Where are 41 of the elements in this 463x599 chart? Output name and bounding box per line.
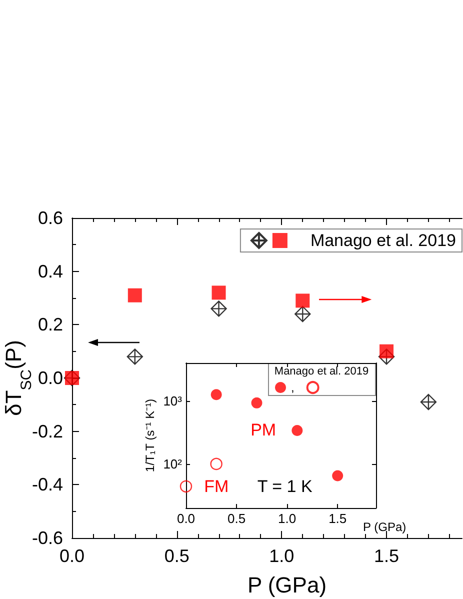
y-tick-label: 0.6 <box>38 208 63 228</box>
x-tick-label: 0.0 <box>59 546 85 566</box>
point <box>126 348 144 365</box>
y-tick-label: 0.0 <box>38 368 63 388</box>
y-axis-title: 1/T₁T (s⁻¹ K⁻¹) <box>143 398 157 472</box>
legend-label: Manago et al. 2019 <box>310 231 456 250</box>
x-axis-title: P (GPa) <box>247 572 327 598</box>
point <box>210 300 227 317</box>
point <box>296 294 310 308</box>
point <box>420 394 437 410</box>
point <box>180 480 192 493</box>
point <box>128 288 142 302</box>
x-tick-label: 0.5 <box>164 546 190 566</box>
annotation: PM <box>250 420 276 440</box>
point <box>294 306 311 322</box>
x-tick-label: 1.0 <box>278 511 296 526</box>
point <box>251 397 262 408</box>
y-tick-label: -0.6 <box>32 528 63 548</box>
point <box>380 344 394 358</box>
x-tick-label: 1.5 <box>328 511 347 526</box>
legend-title: Manago et al. 2019 <box>274 366 369 378</box>
y-tick-label: 10³ <box>163 393 183 408</box>
point <box>292 424 303 436</box>
point <box>332 470 344 482</box>
y-tick-label: -0.4 <box>32 474 63 495</box>
y-tick-label: 0.2 <box>38 314 63 335</box>
legend-label: , <box>291 380 294 394</box>
annotation: T = 1 K <box>257 476 313 496</box>
point <box>212 286 226 300</box>
y-tick-label: 10² <box>163 456 183 472</box>
y-axis-title: δTSC(P) <box>1 340 35 416</box>
x-tick-label: 1.0 <box>269 546 294 566</box>
y-tick-label: -0.2 <box>32 421 63 442</box>
x-tick-label: 0.5 <box>227 511 246 526</box>
y-tick-label: 0.4 <box>38 261 63 282</box>
point <box>210 389 222 400</box>
point <box>210 458 222 470</box>
annotation: FM <box>204 476 229 496</box>
x-tick-label: 0.0 <box>176 511 196 526</box>
x-tick-label: 1.5 <box>374 546 400 566</box>
x-axis-title: P (GPa) <box>363 520 406 534</box>
